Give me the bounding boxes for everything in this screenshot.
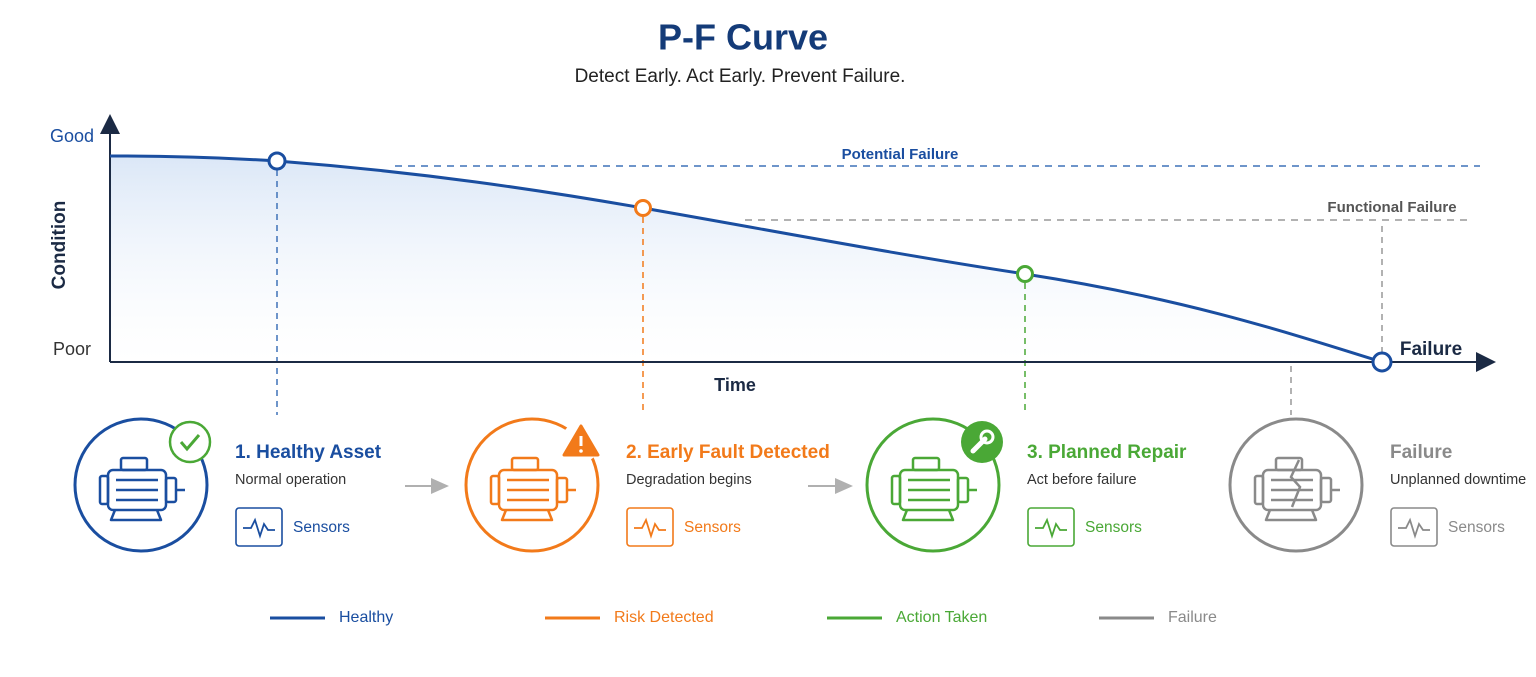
- stage-description: Degradation begins: [626, 472, 752, 488]
- sensor-wave: [1398, 517, 1430, 539]
- legend-label: Risk Detected: [614, 609, 714, 626]
- curve-point: [267, 151, 287, 171]
- badge-dot: [579, 449, 583, 453]
- reference-label: Potential Failure: [842, 146, 959, 163]
- stage-title: 2. Early Fault Detected: [626, 442, 830, 463]
- stage-circle: [1228, 417, 1364, 553]
- title: P-F Curve: [658, 17, 828, 58]
- y-bottom-label: Poor: [53, 339, 91, 359]
- stage-title: Failure: [1390, 442, 1452, 463]
- end-label: Failure: [1400, 339, 1462, 360]
- sensor-label: Sensors: [684, 519, 741, 536]
- stage-description: Normal operation: [235, 472, 346, 488]
- x-axis-title: Time: [714, 375, 756, 395]
- y-top-label: Good: [50, 126, 94, 146]
- stage-description: Unplanned downtime: [1390, 472, 1526, 488]
- sensor-wave: [634, 517, 666, 539]
- reference-label: Functional Failure: [1327, 199, 1456, 216]
- stage: 2. Early Fault Detected Degradation begin…: [464, 417, 830, 553]
- stage: 3. Planned Repair Act before failure Senso…: [865, 417, 1187, 553]
- motor-base: [500, 509, 554, 522]
- sensor-icon: [235, 507, 283, 547]
- sensor-icon: [1027, 507, 1075, 547]
- motor-box: [510, 456, 540, 472]
- motor-end: [890, 474, 902, 506]
- sensor-label: Sensors: [1448, 519, 1505, 536]
- badge-wrench-head: [979, 429, 995, 445]
- badge-check: [179, 434, 201, 452]
- curve-area: [110, 156, 1382, 362]
- sensor-label: Sensors: [293, 519, 350, 536]
- stage-title: 3. Planned Repair: [1027, 442, 1187, 463]
- subtitle: Detect Early. Act Early. Prevent Failure…: [575, 66, 906, 87]
- crack: [1289, 459, 1302, 508]
- motor-end: [1253, 474, 1265, 506]
- motor-box: [911, 456, 941, 472]
- motor-base: [109, 509, 163, 522]
- motor-end: [98, 474, 110, 506]
- y-axis-title: Condition: [49, 201, 70, 290]
- stage-title: 1. Healthy Asset: [235, 442, 382, 463]
- sensor-icon: [1390, 507, 1438, 547]
- legend-label: Failure: [1168, 609, 1217, 626]
- curve-point: [634, 199, 652, 217]
- motor-base: [901, 509, 955, 522]
- stage: Failure Unplanned downtime Sensors: [1228, 417, 1526, 553]
- legend-label: Healthy: [339, 609, 393, 626]
- motor-box: [1274, 456, 1304, 472]
- stage-description: Act before failure: [1027, 472, 1137, 488]
- stage: 1. Healthy Asset Normal operation Sensors: [73, 417, 382, 553]
- sensor-icon: [626, 507, 674, 547]
- badge: [168, 420, 212, 464]
- motor-base: [1264, 509, 1318, 522]
- curve-point: [1016, 265, 1034, 283]
- sensor-wave: [243, 517, 275, 539]
- sensor-wave: [1035, 517, 1067, 539]
- sensor-label: Sensors: [1085, 519, 1142, 536]
- legend-label: Action Taken: [896, 609, 987, 626]
- curve-point: [1371, 351, 1393, 373]
- motor-end: [489, 474, 501, 506]
- motor-box: [119, 456, 149, 472]
